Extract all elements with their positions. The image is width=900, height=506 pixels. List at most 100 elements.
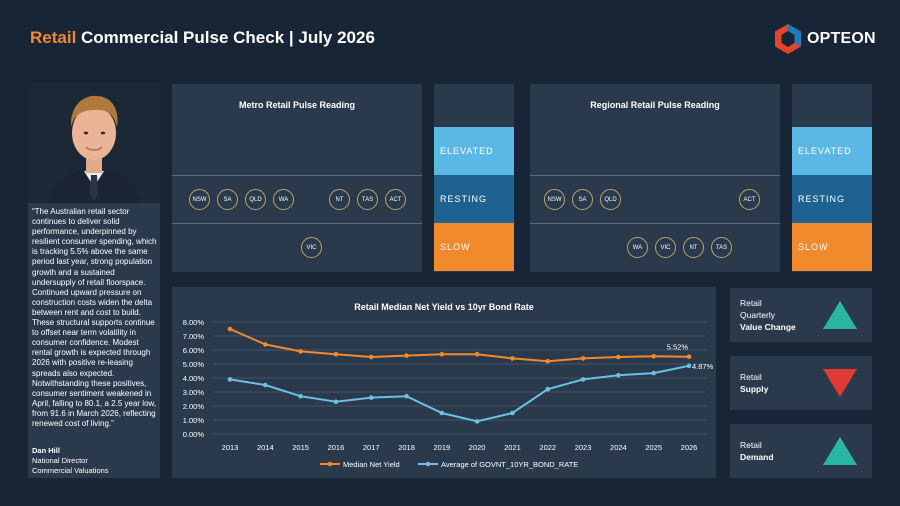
author-photo	[28, 83, 160, 203]
data-point	[580, 356, 586, 361]
indicator-supply-label: Retail Supply	[740, 371, 768, 395]
indicator-demand: Retail Demand	[730, 424, 872, 478]
chart-title: Retail Median Net Yield vs 10yr Bond Rat…	[354, 302, 534, 312]
data-point	[404, 393, 409, 399]
x-tick-label: 2024	[610, 443, 627, 452]
metro-pulse-title: Metro Retail Pulse Reading	[238, 100, 356, 110]
metro-chip-nt: NT	[329, 189, 350, 210]
indicator-value-change: Retail Quarterly Value Change	[730, 288, 872, 342]
data-point	[298, 393, 303, 399]
page-title: Retail Commercial Pulse Check | July 202…	[30, 28, 375, 48]
yield-chart: Retail Median Net Yield vs 10yr Bond Rat…	[183, 302, 714, 469]
annotation-net-yield: 5.52%	[667, 343, 689, 352]
series-line-0	[229, 328, 690, 363]
metro-divider-top	[172, 175, 422, 176]
regional-chip-qld: QLD	[600, 189, 621, 210]
y-tick-label: 4.00%	[183, 374, 205, 383]
yield-chart-panel: Retail Median Net Yield vs 10yr Bond Rat…	[172, 287, 716, 478]
regional-state-elevated: ELEVATED	[792, 127, 872, 175]
indicator-value-change-line1: Retail	[740, 298, 762, 308]
x-tick-label: 2026	[681, 443, 698, 452]
x-tick-label: 2015	[292, 443, 309, 452]
data-point	[333, 399, 339, 405]
metro-chip-vic: VIC	[301, 237, 322, 258]
data-point	[545, 358, 551, 364]
x-tick-label: 2014	[257, 443, 274, 452]
data-point	[616, 354, 621, 360]
indicator-demand-line1: Retail	[740, 440, 762, 450]
author-name: Dan Hill	[32, 446, 60, 455]
data-point	[651, 354, 656, 359]
regional-chip-sa: SA	[572, 189, 593, 210]
legend-label: Median Net Yield	[343, 460, 400, 469]
indicator-demand-line2: Demand	[740, 452, 774, 462]
data-point	[333, 351, 339, 357]
data-point	[651, 370, 656, 376]
author-department: Commercial Valuations	[32, 466, 109, 475]
quote-text: “The Australian retail sector continues …	[32, 207, 157, 428]
x-tick-label: 2022	[539, 443, 556, 452]
regional-chip-wa: WA	[627, 237, 648, 258]
y-tick-label: 7.00%	[183, 332, 205, 341]
indicator-value-change-line2: Quarterly	[740, 310, 775, 320]
opteon-logo-icon	[775, 24, 801, 54]
metro-state-resting: RESTING	[434, 175, 514, 223]
author-portrait	[28, 83, 160, 203]
metro-chip-nsw: NSW	[189, 189, 210, 210]
regional-chip-nt: NT	[683, 237, 704, 258]
indicator-value-change-line3: Value Change	[740, 322, 796, 332]
indicator-supply: Retail Supply	[730, 356, 872, 410]
regional-chip-act: ACT	[739, 189, 760, 210]
regional-chip-tas: TAS	[711, 237, 732, 258]
series-line-1	[229, 364, 690, 423]
x-tick-label: 2013	[222, 443, 239, 452]
data-point	[616, 372, 621, 378]
x-tick-label: 2017	[363, 443, 380, 452]
data-point	[510, 410, 515, 416]
triangle-down-icon	[823, 369, 857, 397]
regional-chip-nsw: NSW	[544, 189, 565, 210]
indicator-value-change-label: Retail Quarterly Value Change	[740, 297, 796, 333]
x-tick-label: 2018	[398, 443, 415, 452]
metro-state-slow: SLOW	[434, 223, 514, 271]
regional-state-slow: SLOW	[792, 223, 872, 271]
data-point	[227, 326, 233, 332]
data-point	[580, 377, 586, 382]
metro-pulse-panel: Metro Retail Pulse Reading NSW SA QLD WA NT T…	[172, 84, 422, 272]
regional-pulse-title: Regional Retail Pulse Reading	[590, 100, 720, 110]
legend-swatch-marker	[425, 461, 431, 467]
opteon-logo: OPTEON	[774, 24, 876, 54]
x-tick-label: 2021	[504, 443, 521, 452]
data-point	[263, 342, 268, 347]
legend-label: Average of GOVNT_10YR_BOND_RATE	[441, 460, 578, 469]
data-point	[227, 377, 233, 382]
data-point	[368, 354, 374, 360]
data-point	[474, 351, 480, 357]
x-tick-label: 2016	[328, 443, 345, 452]
data-point	[686, 363, 692, 369]
y-tick-label: 3.00%	[183, 388, 205, 397]
metro-chip-tas: TAS	[357, 189, 378, 210]
logo-text: OPTEON	[807, 30, 876, 47]
author-role: National Director	[32, 456, 88, 465]
metro-chip-qld: QLD	[245, 189, 266, 210]
metro-divider-bottom	[172, 223, 422, 224]
x-tick-label: 2020	[469, 443, 486, 452]
data-point	[263, 382, 268, 388]
y-tick-label: 1.00%	[183, 416, 205, 425]
y-tick-label: 2.00%	[183, 402, 205, 411]
data-point	[298, 349, 303, 354]
regional-state-resting: RESTING	[792, 175, 872, 223]
data-point	[545, 386, 551, 392]
indicator-supply-line2: Supply	[740, 384, 769, 394]
metro-state-column: ELEVATED RESTING SLOW	[434, 84, 514, 272]
metro-chip-wa: WA	[273, 189, 294, 210]
x-tick-label: 2025	[645, 443, 662, 452]
metro-chip-sa: SA	[217, 189, 238, 210]
title-rest: Commercial Pulse Check | July 2026	[76, 28, 375, 47]
data-point	[368, 395, 374, 400]
regional-divider-top	[530, 175, 780, 176]
metro-state-elevated: ELEVATED	[434, 127, 514, 175]
regional-chip-vic: VIC	[655, 237, 676, 258]
indicator-demand-label: Retail Demand	[740, 439, 774, 463]
